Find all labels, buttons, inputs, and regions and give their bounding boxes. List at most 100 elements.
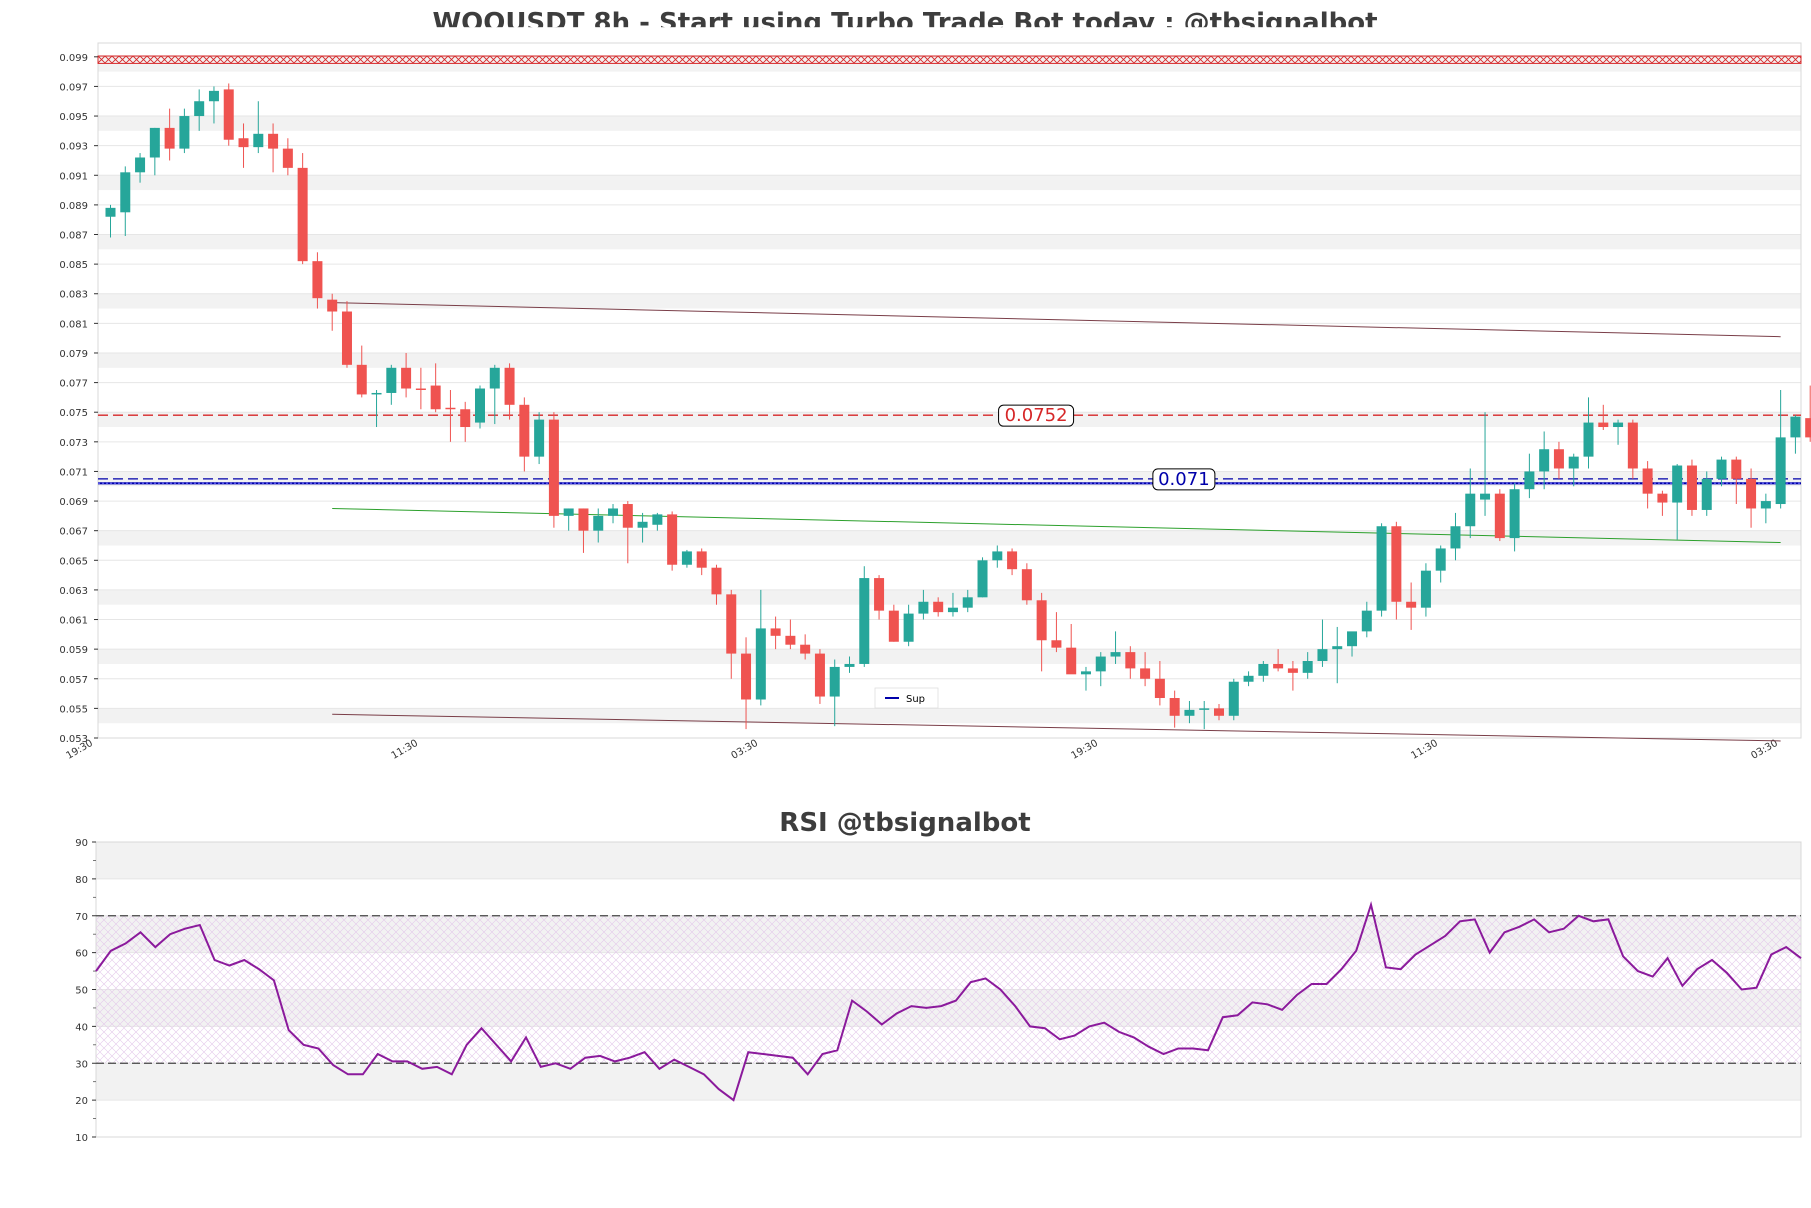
price-band: [98, 352, 1801, 368]
trendline: [332, 302, 1781, 338]
candle-body: [1095, 656, 1106, 672]
rsi-y-tick-label: 80: [75, 875, 88, 886]
price-y-tick-label: 0.095: [59, 112, 88, 123]
price-band: [98, 27, 1801, 42]
candle-body: [1613, 422, 1624, 428]
price-y-tick-label: 0.063: [59, 586, 88, 597]
candle-body: [1775, 437, 1786, 505]
candle-body: [903, 613, 914, 642]
candle-body: [1036, 600, 1047, 641]
candle-body: [1657, 493, 1668, 503]
candle-body: [238, 138, 249, 148]
rsi-threshold-lines: [96, 915, 1801, 1064]
price-band: [98, 264, 1801, 279]
price-band: [98, 234, 1801, 250]
candle-body: [504, 367, 515, 405]
candle-body: [652, 514, 663, 525]
candle-body: [253, 133, 264, 148]
rsi-y-tick-label: 50: [75, 986, 88, 997]
price-y-tick-label: 0.085: [59, 260, 88, 271]
candle-body: [1524, 471, 1535, 490]
price-y-tick-label: 0.059: [59, 645, 88, 656]
candlestick-series: [105, 83, 1811, 730]
level-label-text-blue: 0.071: [1158, 469, 1210, 490]
price-x-tick-label: 03:30: [730, 738, 760, 762]
price-y-tick-label: 0.091: [59, 171, 88, 182]
price-y-tick-label: 0.055: [59, 704, 88, 715]
candle-body: [1125, 652, 1136, 669]
candle-body: [1406, 601, 1417, 608]
candle-body: [711, 567, 722, 595]
candle-body: [1553, 449, 1564, 469]
candle-body: [1539, 449, 1550, 472]
candle-body: [1598, 422, 1609, 428]
candle-body: [741, 653, 752, 700]
candle-body: [1391, 526, 1402, 602]
price-band: [98, 560, 1801, 576]
price-x-tick-label: 03:30: [1749, 738, 1779, 762]
candle-body: [726, 594, 737, 654]
price-y-tick-label: 0.093: [59, 142, 88, 153]
candle-body: [1494, 493, 1505, 539]
candle-body: [1110, 652, 1121, 657]
rsi-y-tick-label: 30: [75, 1059, 88, 1070]
candle-body: [386, 367, 397, 393]
rsi-band: [96, 842, 1801, 879]
price-y-tick-label: 0.067: [59, 527, 88, 538]
trendline-group: [332, 302, 1781, 742]
rsi-y-tick-label: 10: [75, 1133, 88, 1144]
candle-body: [829, 666, 840, 697]
level-label-box-red: [998, 404, 1075, 427]
candle-body: [1169, 698, 1180, 716]
price-y-tick-label: 0.097: [59, 82, 88, 93]
price-band: [98, 116, 1801, 131]
candle-body: [1080, 671, 1091, 675]
candle-body: [1731, 459, 1742, 479]
candle-body: [859, 578, 870, 664]
price-band: [98, 145, 1801, 161]
candle-body: [341, 311, 352, 365]
candle-body: [223, 89, 234, 140]
price-y-tick-label: 0.053: [59, 734, 88, 745]
candle-body: [327, 299, 338, 312]
candle-body: [1302, 660, 1313, 673]
level-label-text-red: 0.0752: [1005, 405, 1068, 426]
candle-body: [1066, 647, 1077, 675]
price-y-tick-label: 0.069: [59, 497, 88, 508]
candle-body: [681, 551, 692, 565]
candle-body: [1376, 526, 1387, 611]
price-y-tick-label: 0.087: [59, 231, 88, 242]
legend: Sup: [874, 687, 939, 709]
candle-body: [445, 407, 456, 410]
price-y-tick-label: 0.089: [59, 201, 88, 212]
candle-body: [1347, 631, 1358, 647]
candle-body: [1465, 493, 1476, 527]
price-y-tick-label: 0.065: [59, 556, 88, 567]
price-band: [98, 530, 1801, 546]
candle-body: [149, 127, 160, 158]
rsi-y-tick-label: 90: [75, 838, 88, 849]
rsi-y-tick-label: 70: [75, 912, 88, 923]
candle-body: [1480, 493, 1491, 500]
rsi-y-tick-label: 20: [75, 1096, 88, 1107]
price-band: [98, 293, 1801, 309]
rsi-line: [95, 900, 1802, 1102]
candle-body: [371, 392, 382, 395]
candle-body: [120, 172, 131, 213]
candle-body: [460, 409, 471, 428]
candle-body: [1154, 678, 1165, 699]
candle-body: [194, 101, 205, 117]
candle-body: [918, 601, 929, 614]
price-y-tick-label: 0.079: [59, 349, 88, 360]
price-x-tick-label: 11:30: [1409, 738, 1439, 762]
price-y-tick-label: 0.099: [59, 53, 88, 64]
candle-body: [534, 419, 545, 457]
candle-body: [800, 644, 811, 654]
candle-body: [1790, 416, 1801, 438]
candle-body: [475, 388, 485, 423]
candle-body: [637, 521, 648, 528]
candle-body: [1642, 468, 1653, 494]
level-label-red: 0.0752: [998, 404, 1075, 427]
price-band: [98, 501, 1801, 516]
candle-body: [593, 515, 604, 531]
